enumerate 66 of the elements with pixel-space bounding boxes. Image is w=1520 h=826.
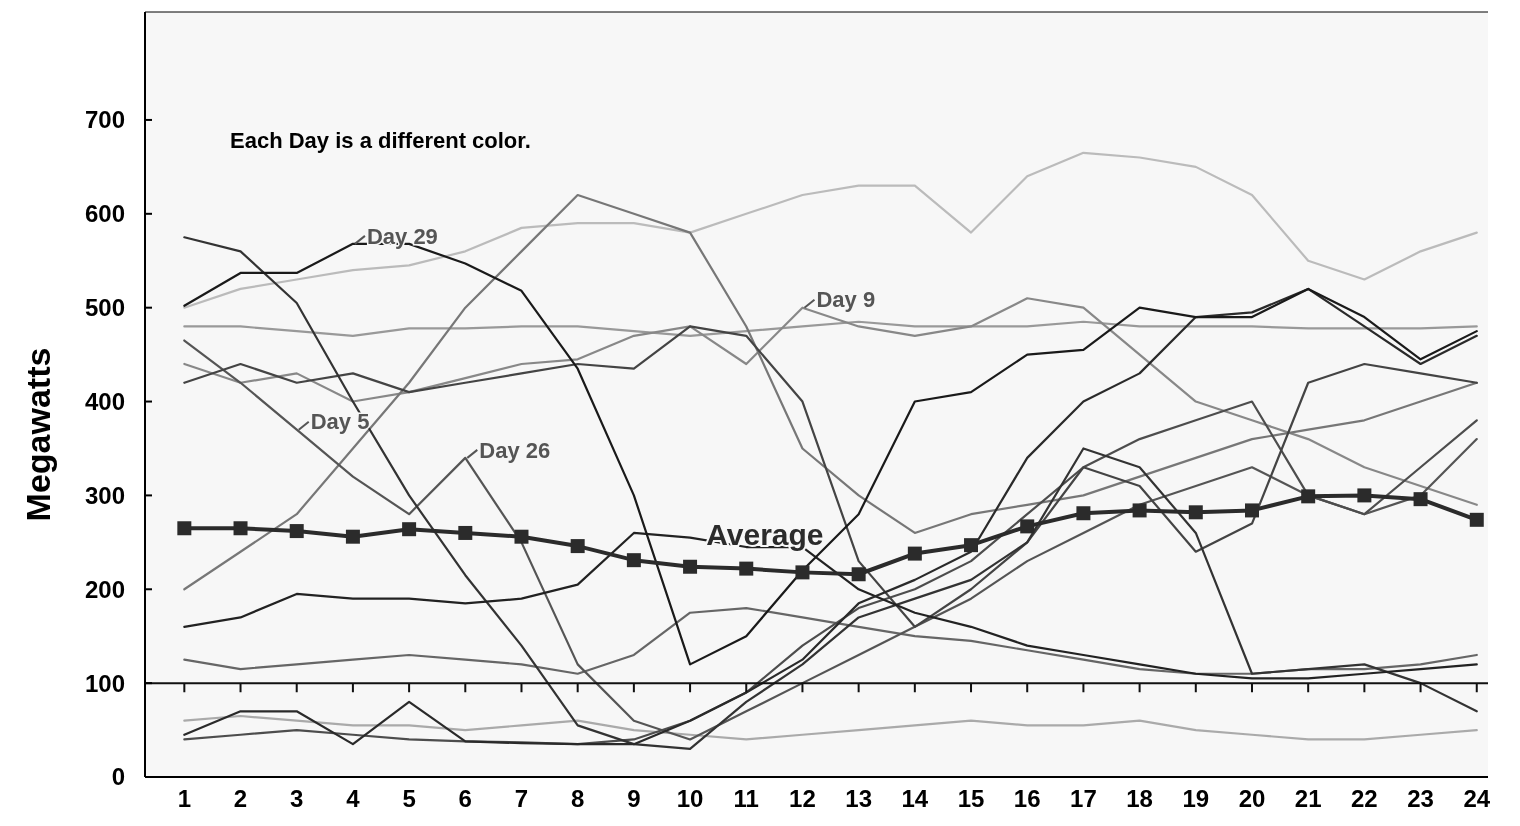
point: [626, 553, 641, 568]
y-tick-label: 400: [84, 387, 125, 415]
x-tick-label: 8: [571, 785, 585, 812]
point: [1301, 489, 1316, 504]
point: [233, 521, 248, 536]
point: [907, 546, 922, 561]
line-series: [183, 193, 1478, 591]
y-tick-label: 100: [84, 669, 125, 697]
x-tick-label: 9: [627, 785, 641, 812]
x-tick-label: 18: [1126, 785, 1153, 812]
x-tick-label: 24: [1463, 785, 1491, 812]
point: [1076, 506, 1091, 521]
x-tick-label: 5: [402, 785, 416, 812]
y-tick-label: 200: [84, 575, 125, 603]
point: [1357, 488, 1372, 503]
x-tick-label: 13: [845, 785, 872, 812]
annotation: Day 9: [816, 287, 876, 313]
x-tick-label: 12: [789, 785, 816, 812]
y-axis-title: Megawatts: [19, 347, 57, 522]
x-tick-label: 23: [1407, 785, 1434, 812]
y-tick-label: 0: [111, 763, 125, 791]
x-tick-label: 1: [177, 785, 192, 812]
point: [795, 565, 810, 580]
y-tick-label: 300: [84, 481, 125, 509]
x-tick-label: 17: [1070, 785, 1097, 812]
x-tick-label: 2: [233, 785, 248, 812]
point: [345, 529, 360, 544]
annotation: Day 26: [479, 437, 551, 463]
point: [1188, 505, 1203, 520]
y-tick-label: 600: [84, 200, 125, 228]
x-tick-label: 15: [957, 785, 985, 812]
x-tick-label: 4: [346, 785, 361, 812]
y-tick-label: 500: [84, 294, 125, 322]
x-tick-label: 21: [1294, 785, 1322, 812]
y-tick-label: 700: [84, 106, 125, 134]
x-tick-label: 6: [458, 785, 472, 812]
x-tick-label: 22: [1351, 785, 1378, 812]
point: [1244, 503, 1259, 518]
x-tick-label: 14: [901, 785, 929, 812]
x-tick-label: 19: [1182, 785, 1210, 812]
annotation: Each Day is a different color.: [230, 128, 531, 153]
line-series: [183, 606, 1478, 675]
line-series: [183, 714, 1478, 741]
x-tick-label: 7: [514, 785, 529, 812]
point: [514, 529, 529, 544]
x-tick-label: 20: [1238, 785, 1266, 812]
line-series: [183, 320, 1478, 337]
series-label: Average: [706, 517, 824, 551]
point: [964, 538, 979, 553]
x-tick-label: 10: [676, 785, 704, 812]
point: [177, 521, 192, 536]
point: [1020, 519, 1035, 534]
x-tick-label: 3: [290, 785, 304, 812]
point: [851, 567, 866, 582]
point: [402, 522, 417, 537]
point: [1469, 512, 1484, 527]
point: [683, 559, 698, 574]
point: [1413, 492, 1428, 507]
point: [289, 524, 304, 539]
x-tick-label: 11: [733, 785, 759, 812]
annotation: Day 29: [366, 223, 438, 249]
x-tick-label: 16: [1013, 785, 1041, 812]
point: [570, 539, 585, 554]
point: [1132, 503, 1147, 518]
point: [458, 525, 473, 540]
point: [739, 561, 754, 576]
